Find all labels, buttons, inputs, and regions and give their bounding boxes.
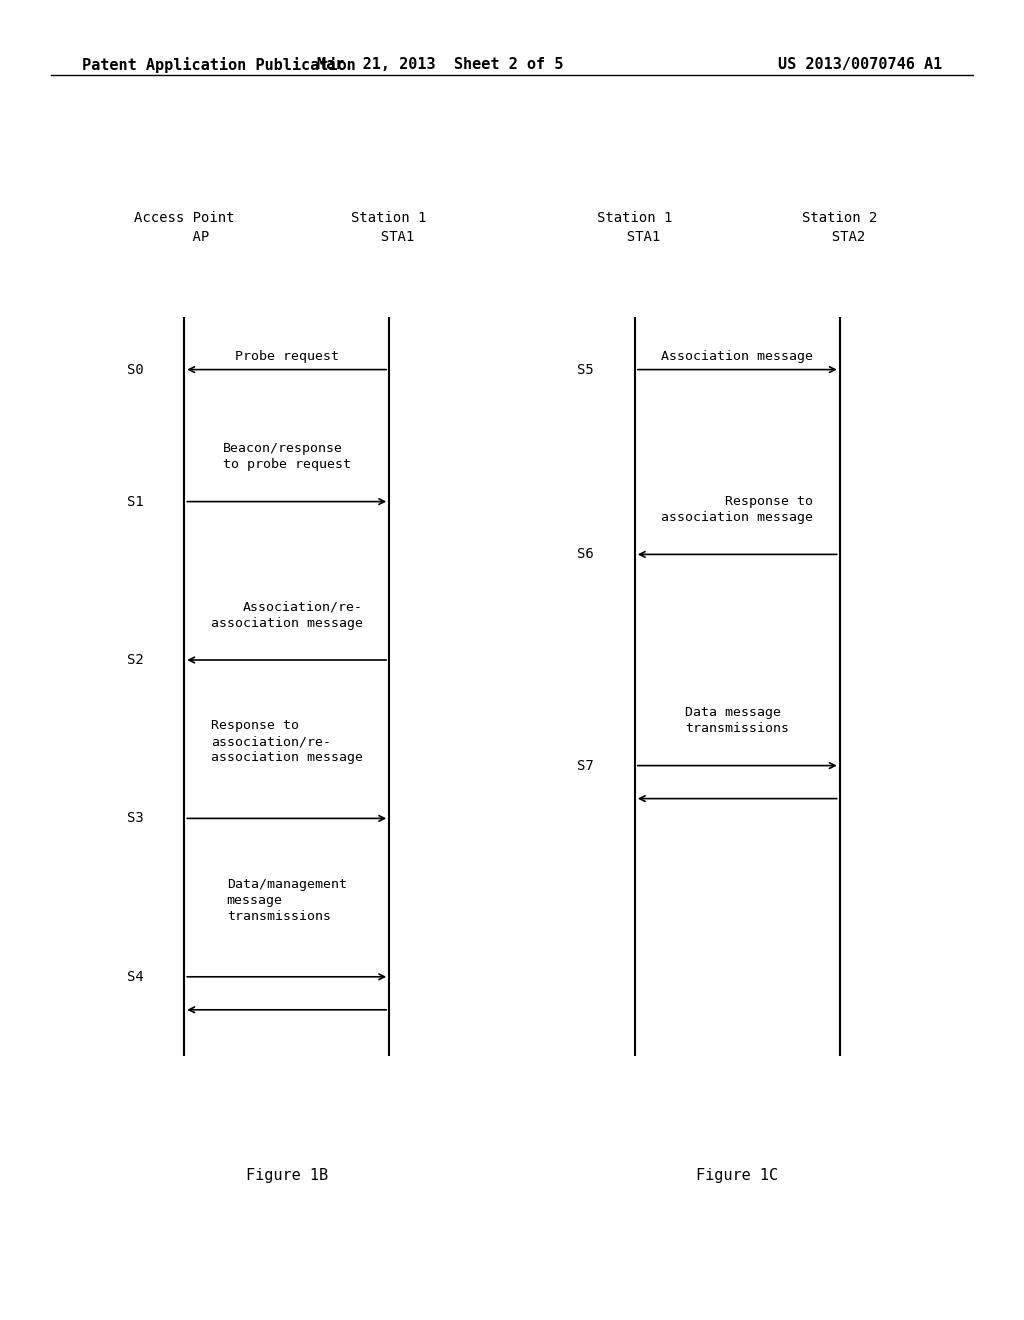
Text: Figure 1B: Figure 1B: [246, 1168, 328, 1183]
Text: S7: S7: [578, 759, 594, 772]
Text: Data message
transmissions: Data message transmissions: [685, 706, 790, 735]
Text: Station 1
  STA1: Station 1 STA1: [351, 211, 427, 244]
Text: S6: S6: [578, 548, 594, 561]
Text: US 2013/0070746 A1: US 2013/0070746 A1: [778, 57, 942, 71]
Text: Figure 1C: Figure 1C: [696, 1168, 778, 1183]
Text: Data/management
message
transmissions: Data/management message transmissions: [226, 878, 347, 923]
Text: Response to
association/re-
association message: Response to association/re- association …: [211, 719, 362, 764]
Text: S5: S5: [578, 363, 594, 376]
Text: Response to
association message: Response to association message: [662, 495, 813, 524]
Text: Access Point
    AP: Access Point AP: [134, 211, 234, 244]
Text: S0: S0: [127, 363, 143, 376]
Text: Mar. 21, 2013  Sheet 2 of 5: Mar. 21, 2013 Sheet 2 of 5: [317, 57, 563, 71]
Text: Probe request: Probe request: [234, 350, 339, 363]
Text: Association/re-
association message: Association/re- association message: [211, 601, 362, 630]
Text: S4: S4: [127, 970, 143, 983]
Text: Patent Application Publication: Patent Application Publication: [82, 57, 355, 73]
Text: Station 2
  STA2: Station 2 STA2: [802, 211, 878, 244]
Text: S1: S1: [127, 495, 143, 508]
Text: Beacon/response
to probe request: Beacon/response to probe request: [223, 442, 350, 471]
Text: Station 1
  STA1: Station 1 STA1: [597, 211, 673, 244]
Text: S3: S3: [127, 812, 143, 825]
Text: S2: S2: [127, 653, 143, 667]
Text: Association message: Association message: [662, 350, 813, 363]
